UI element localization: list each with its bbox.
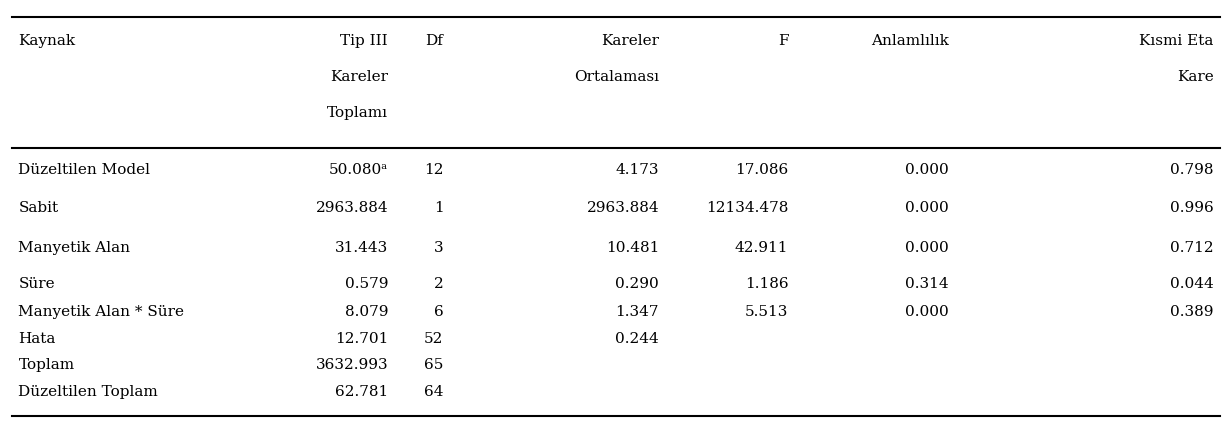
Text: 12: 12 <box>424 162 444 177</box>
Text: 5.513: 5.513 <box>745 304 788 319</box>
Text: Süre: Süre <box>18 277 55 291</box>
Text: 6: 6 <box>434 304 444 319</box>
Text: 2963.884: 2963.884 <box>315 201 388 215</box>
Text: 3: 3 <box>434 241 444 255</box>
Text: 50.080ᵃ: 50.080ᵃ <box>329 162 388 177</box>
Text: 0.389: 0.389 <box>1170 304 1214 319</box>
Text: Df: Df <box>425 34 444 48</box>
Text: F: F <box>777 34 788 48</box>
Text: 0.000: 0.000 <box>904 304 949 319</box>
Text: Manyetik Alan: Manyetik Alan <box>18 241 131 255</box>
Text: Tip III: Tip III <box>340 34 388 48</box>
Text: 0.000: 0.000 <box>904 241 949 255</box>
Text: Düzeltilen Model: Düzeltilen Model <box>18 162 150 177</box>
Text: 2963.884: 2963.884 <box>586 201 659 215</box>
Text: Düzeltilen Toplam: Düzeltilen Toplam <box>18 385 158 399</box>
Text: Toplamı: Toplamı <box>326 106 388 120</box>
Text: Sabit: Sabit <box>18 201 59 215</box>
Text: 17.086: 17.086 <box>736 162 788 177</box>
Text: 0.314: 0.314 <box>906 277 949 291</box>
Text: 12.701: 12.701 <box>335 332 388 346</box>
Text: 0.579: 0.579 <box>345 277 388 291</box>
Text: 12134.478: 12134.478 <box>706 201 788 215</box>
Text: 0.996: 0.996 <box>1169 201 1214 215</box>
Text: 4.173: 4.173 <box>616 162 659 177</box>
Text: 1.186: 1.186 <box>745 277 788 291</box>
Text: 64: 64 <box>424 385 444 399</box>
Text: Kaynak: Kaynak <box>18 34 75 48</box>
Text: 0.044: 0.044 <box>1169 277 1214 291</box>
Text: 3632.993: 3632.993 <box>315 357 388 372</box>
Text: 8.079: 8.079 <box>345 304 388 319</box>
Text: 0.798: 0.798 <box>1170 162 1214 177</box>
Text: 0.000: 0.000 <box>904 162 949 177</box>
Text: Kareler: Kareler <box>601 34 659 48</box>
Text: 0.000: 0.000 <box>904 201 949 215</box>
Text: 31.443: 31.443 <box>335 241 388 255</box>
Text: 65: 65 <box>424 357 444 372</box>
Text: Toplam: Toplam <box>18 357 75 372</box>
Text: 1: 1 <box>434 201 444 215</box>
Text: 0.290: 0.290 <box>615 277 659 291</box>
Text: 2: 2 <box>434 277 444 291</box>
Text: Ortalaması: Ortalaması <box>574 70 659 84</box>
Text: Kare: Kare <box>1177 70 1214 84</box>
Text: 62.781: 62.781 <box>335 385 388 399</box>
Text: Manyetik Alan * Süre: Manyetik Alan * Süre <box>18 304 185 319</box>
Text: Kareler: Kareler <box>330 70 388 84</box>
Text: Hata: Hata <box>18 332 55 346</box>
Text: 0.712: 0.712 <box>1170 241 1214 255</box>
Text: 0.244: 0.244 <box>615 332 659 346</box>
Text: 42.911: 42.911 <box>736 241 788 255</box>
Text: 10.481: 10.481 <box>606 241 659 255</box>
Text: 52: 52 <box>424 332 444 346</box>
Text: Anlamlılık: Anlamlılık <box>871 34 949 48</box>
Text: 1.347: 1.347 <box>616 304 659 319</box>
Text: Kısmi Eta: Kısmi Eta <box>1140 34 1214 48</box>
